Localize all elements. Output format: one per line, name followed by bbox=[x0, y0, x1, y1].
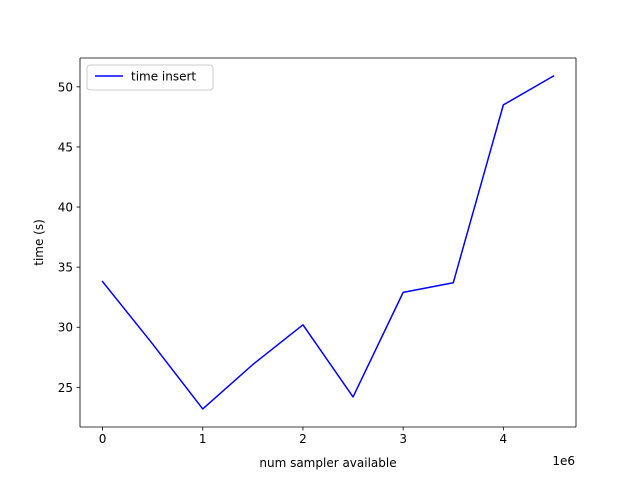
x-tick-label: 1 bbox=[199, 432, 207, 446]
legend-frame bbox=[86, 64, 214, 91]
y-axis-label: time (s) bbox=[32, 219, 46, 266]
x-tick-label: 4 bbox=[500, 432, 508, 446]
y-tick-label: 45 bbox=[58, 140, 73, 154]
series-line-0 bbox=[101, 75, 555, 410]
y-tick-label: 40 bbox=[58, 201, 73, 215]
y-tick-label: 30 bbox=[58, 321, 73, 335]
ticks-layer: 0 1 2 3 4 25 30 35 40 45 50 bbox=[58, 80, 507, 446]
x-tick-label: 3 bbox=[399, 432, 407, 446]
x-axis-label: num sampler available bbox=[259, 456, 396, 470]
y-tick-label: 25 bbox=[58, 381, 73, 395]
axes-layer bbox=[79, 57, 577, 428]
legend-label: time insert bbox=[131, 70, 196, 84]
legend: time insert bbox=[86, 64, 214, 91]
y-tick-label: 50 bbox=[58, 80, 73, 94]
x-axis-offset-label: 1e6 bbox=[552, 454, 575, 468]
y-tick-label: 35 bbox=[58, 261, 73, 275]
x-tick-label: 2 bbox=[299, 432, 307, 446]
plot-area bbox=[80, 58, 576, 427]
x-tick-label: 0 bbox=[99, 432, 107, 446]
series-layer bbox=[101, 75, 555, 410]
